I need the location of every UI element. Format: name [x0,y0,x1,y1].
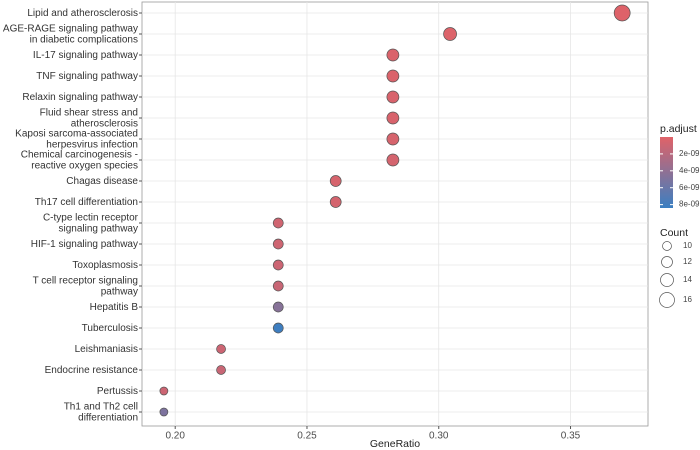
y-tick-label: Toxoplasmosis [72,260,138,271]
size-key-label: 12 [683,257,692,266]
y-tick-label: TNF signaling pathway [36,71,138,82]
color-tick-label: 4e-09 [679,166,700,175]
x-tick-label: 0.20 [165,431,185,442]
dot [329,196,342,208]
y-tick-label: Lipid and atherosclerosis [27,8,138,19]
y-tick-label: Relaxin signaling pathway [22,92,138,103]
size-legend-title: Count [660,227,688,239]
dot [216,344,226,354]
x-tick-label: 0.25 [297,431,317,442]
size-key [659,292,675,308]
y-tick-label: Th1 and Th2 cell differentiation [64,401,138,423]
y-tick-label: C-type lectin receptor signaling pathway [43,212,139,234]
dot [386,48,400,62]
y-tick-label: Leishmaniasis [75,344,138,355]
color-legend-title: p.adjust [660,123,697,135]
y-tick-label: Hepatitis B [90,302,139,313]
dot [272,322,284,334]
dot [329,175,342,187]
y-tick-label: AGE-RAGE signaling pathway in diabetic co… [3,23,138,45]
dot [216,365,226,375]
x-tick-label: 0.35 [561,431,581,442]
y-tick-label: IL-17 signaling pathway [33,50,138,61]
y-tick-label: HIF-1 signaling pathway [31,239,138,250]
y-tick-label: T cell receptor signaling pathway [33,275,138,297]
dot [159,386,169,396]
dot [386,153,400,167]
dot [272,217,284,229]
y-tick-label: Endocrine resistance [45,365,139,376]
color-tick-label: 6e-09 [679,183,700,192]
dot [386,132,400,146]
color-bar [660,137,673,208]
dot [272,301,284,313]
y-tick-label: Th17 cell differentiation [35,197,138,208]
color-tick-label: 8e-09 [679,200,700,209]
y-tick-label: Pertussis [97,386,138,397]
size-key-label: 14 [683,275,692,284]
dot [386,111,400,125]
y-tick-label: Fluid shear stress and atherosclerosis [40,107,138,129]
dot [272,280,284,292]
color-tick-label: 2e-09 [679,149,700,158]
dot [386,90,400,104]
dot [159,407,169,417]
size-key [660,273,674,287]
size-key-label: 16 [683,295,692,304]
dot [386,69,400,83]
size-key-label: 10 [683,241,692,250]
y-tick-label: Chemical carcinogenesis -reactive oxygen… [21,149,138,171]
dot [443,27,457,41]
x-tick-label: 0.30 [429,431,449,442]
size-key [661,256,673,268]
x-axis-title: GeneRatio [370,438,420,450]
y-tick-label: Chagas disease [66,176,138,187]
dot [613,4,631,22]
dot [272,259,284,271]
y-tick-label: Kaposi sarcoma-associated herpesvirus inf… [15,128,138,150]
size-key [662,241,672,251]
panel [141,1,649,427]
dot [272,238,284,250]
y-tick-label: Tuberculosis [82,323,138,334]
